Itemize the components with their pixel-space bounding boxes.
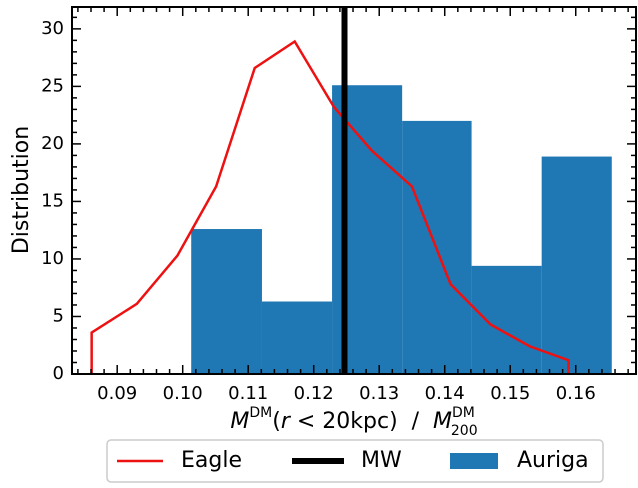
x-tick-label: 0.12: [294, 383, 334, 404]
y-tick-label: 10: [41, 248, 64, 269]
x-label-part: DM: [249, 405, 272, 421]
y-tick-label: 20: [41, 133, 64, 154]
x-label-part: M: [433, 409, 452, 434]
x-tick-label: 0.14: [425, 383, 465, 404]
bar: [261, 301, 333, 374]
line: [90, 39, 570, 374]
x-label-part: < 20kpc) /: [290, 409, 433, 434]
legend-label: Auriga: [517, 448, 589, 473]
legend-label: Eagle: [181, 448, 242, 473]
x-tick-label: 0.09: [97, 383, 137, 404]
x-label-part: M: [230, 409, 249, 434]
x-label-part: r: [281, 409, 292, 434]
x-tick-label: 0.10: [163, 383, 203, 404]
legend: Eagle MW Auriga: [106, 439, 604, 483]
plot-area: 0.09 0.10 0.11 0.12 0.13 0.14 0.15 0.16 0 5 10 15 20…: [41, 6, 637, 404]
legend-swatch: [450, 453, 498, 469]
x-label-part: 200: [451, 423, 478, 439]
y-tick-label: 0: [53, 363, 64, 384]
x-tick-label: 0.15: [490, 383, 530, 404]
y-tick-label: 25: [41, 75, 64, 96]
bar: [541, 156, 612, 374]
legend-frame: [106, 439, 604, 483]
bar: [471, 265, 542, 374]
bar: [191, 229, 262, 374]
y-tick-label: 15: [41, 190, 64, 211]
x-tick-label: 0.16: [556, 383, 596, 404]
y-axis-label: Distribution: [9, 126, 34, 254]
y-tick-label: 5: [53, 305, 64, 326]
x-axis-label: MDM(r < 20kpc) / MDM 200: [230, 405, 477, 439]
legend-label: MW: [361, 448, 402, 473]
x-label-part: (: [272, 409, 281, 434]
x-tick-label: 0.11: [228, 383, 268, 404]
x-tick-label: 0.13: [359, 383, 399, 404]
y-tick-label: 30: [41, 18, 64, 39]
x-label-part: DM: [452, 405, 475, 421]
